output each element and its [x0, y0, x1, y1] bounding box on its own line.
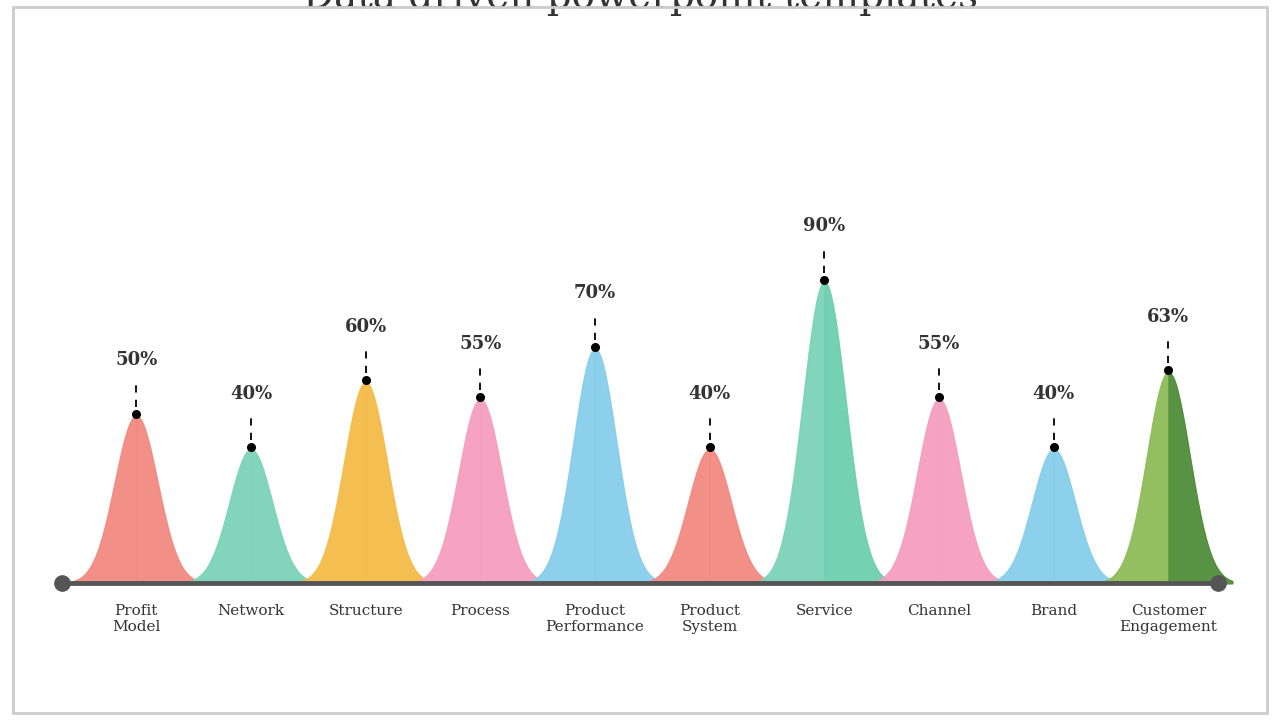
Text: Channel: Channel: [908, 604, 972, 618]
Text: 40%: 40%: [229, 384, 273, 402]
Text: 70%: 70%: [573, 284, 616, 302]
Text: Brand: Brand: [1030, 604, 1078, 618]
Text: Product
Performance: Product Performance: [545, 604, 644, 634]
Text: Customer
Engagement: Customer Engagement: [1120, 604, 1217, 634]
Text: Network: Network: [218, 604, 284, 618]
Text: 40%: 40%: [1033, 384, 1075, 402]
Text: 55%: 55%: [918, 335, 960, 353]
Text: 50%: 50%: [115, 351, 157, 369]
Text: Data driven powerpoint templates: Data driven powerpoint templates: [302, 0, 978, 16]
Text: Product
System: Product System: [680, 604, 740, 634]
Text: Service: Service: [795, 604, 854, 618]
Text: Profit
Model: Profit Model: [113, 604, 160, 634]
Text: Process: Process: [451, 604, 511, 618]
Text: 90%: 90%: [803, 217, 846, 235]
Text: 60%: 60%: [344, 318, 387, 336]
Text: 55%: 55%: [460, 335, 502, 353]
Text: 40%: 40%: [689, 384, 731, 402]
Text: 63%: 63%: [1147, 307, 1189, 325]
Text: Structure: Structure: [328, 604, 403, 618]
